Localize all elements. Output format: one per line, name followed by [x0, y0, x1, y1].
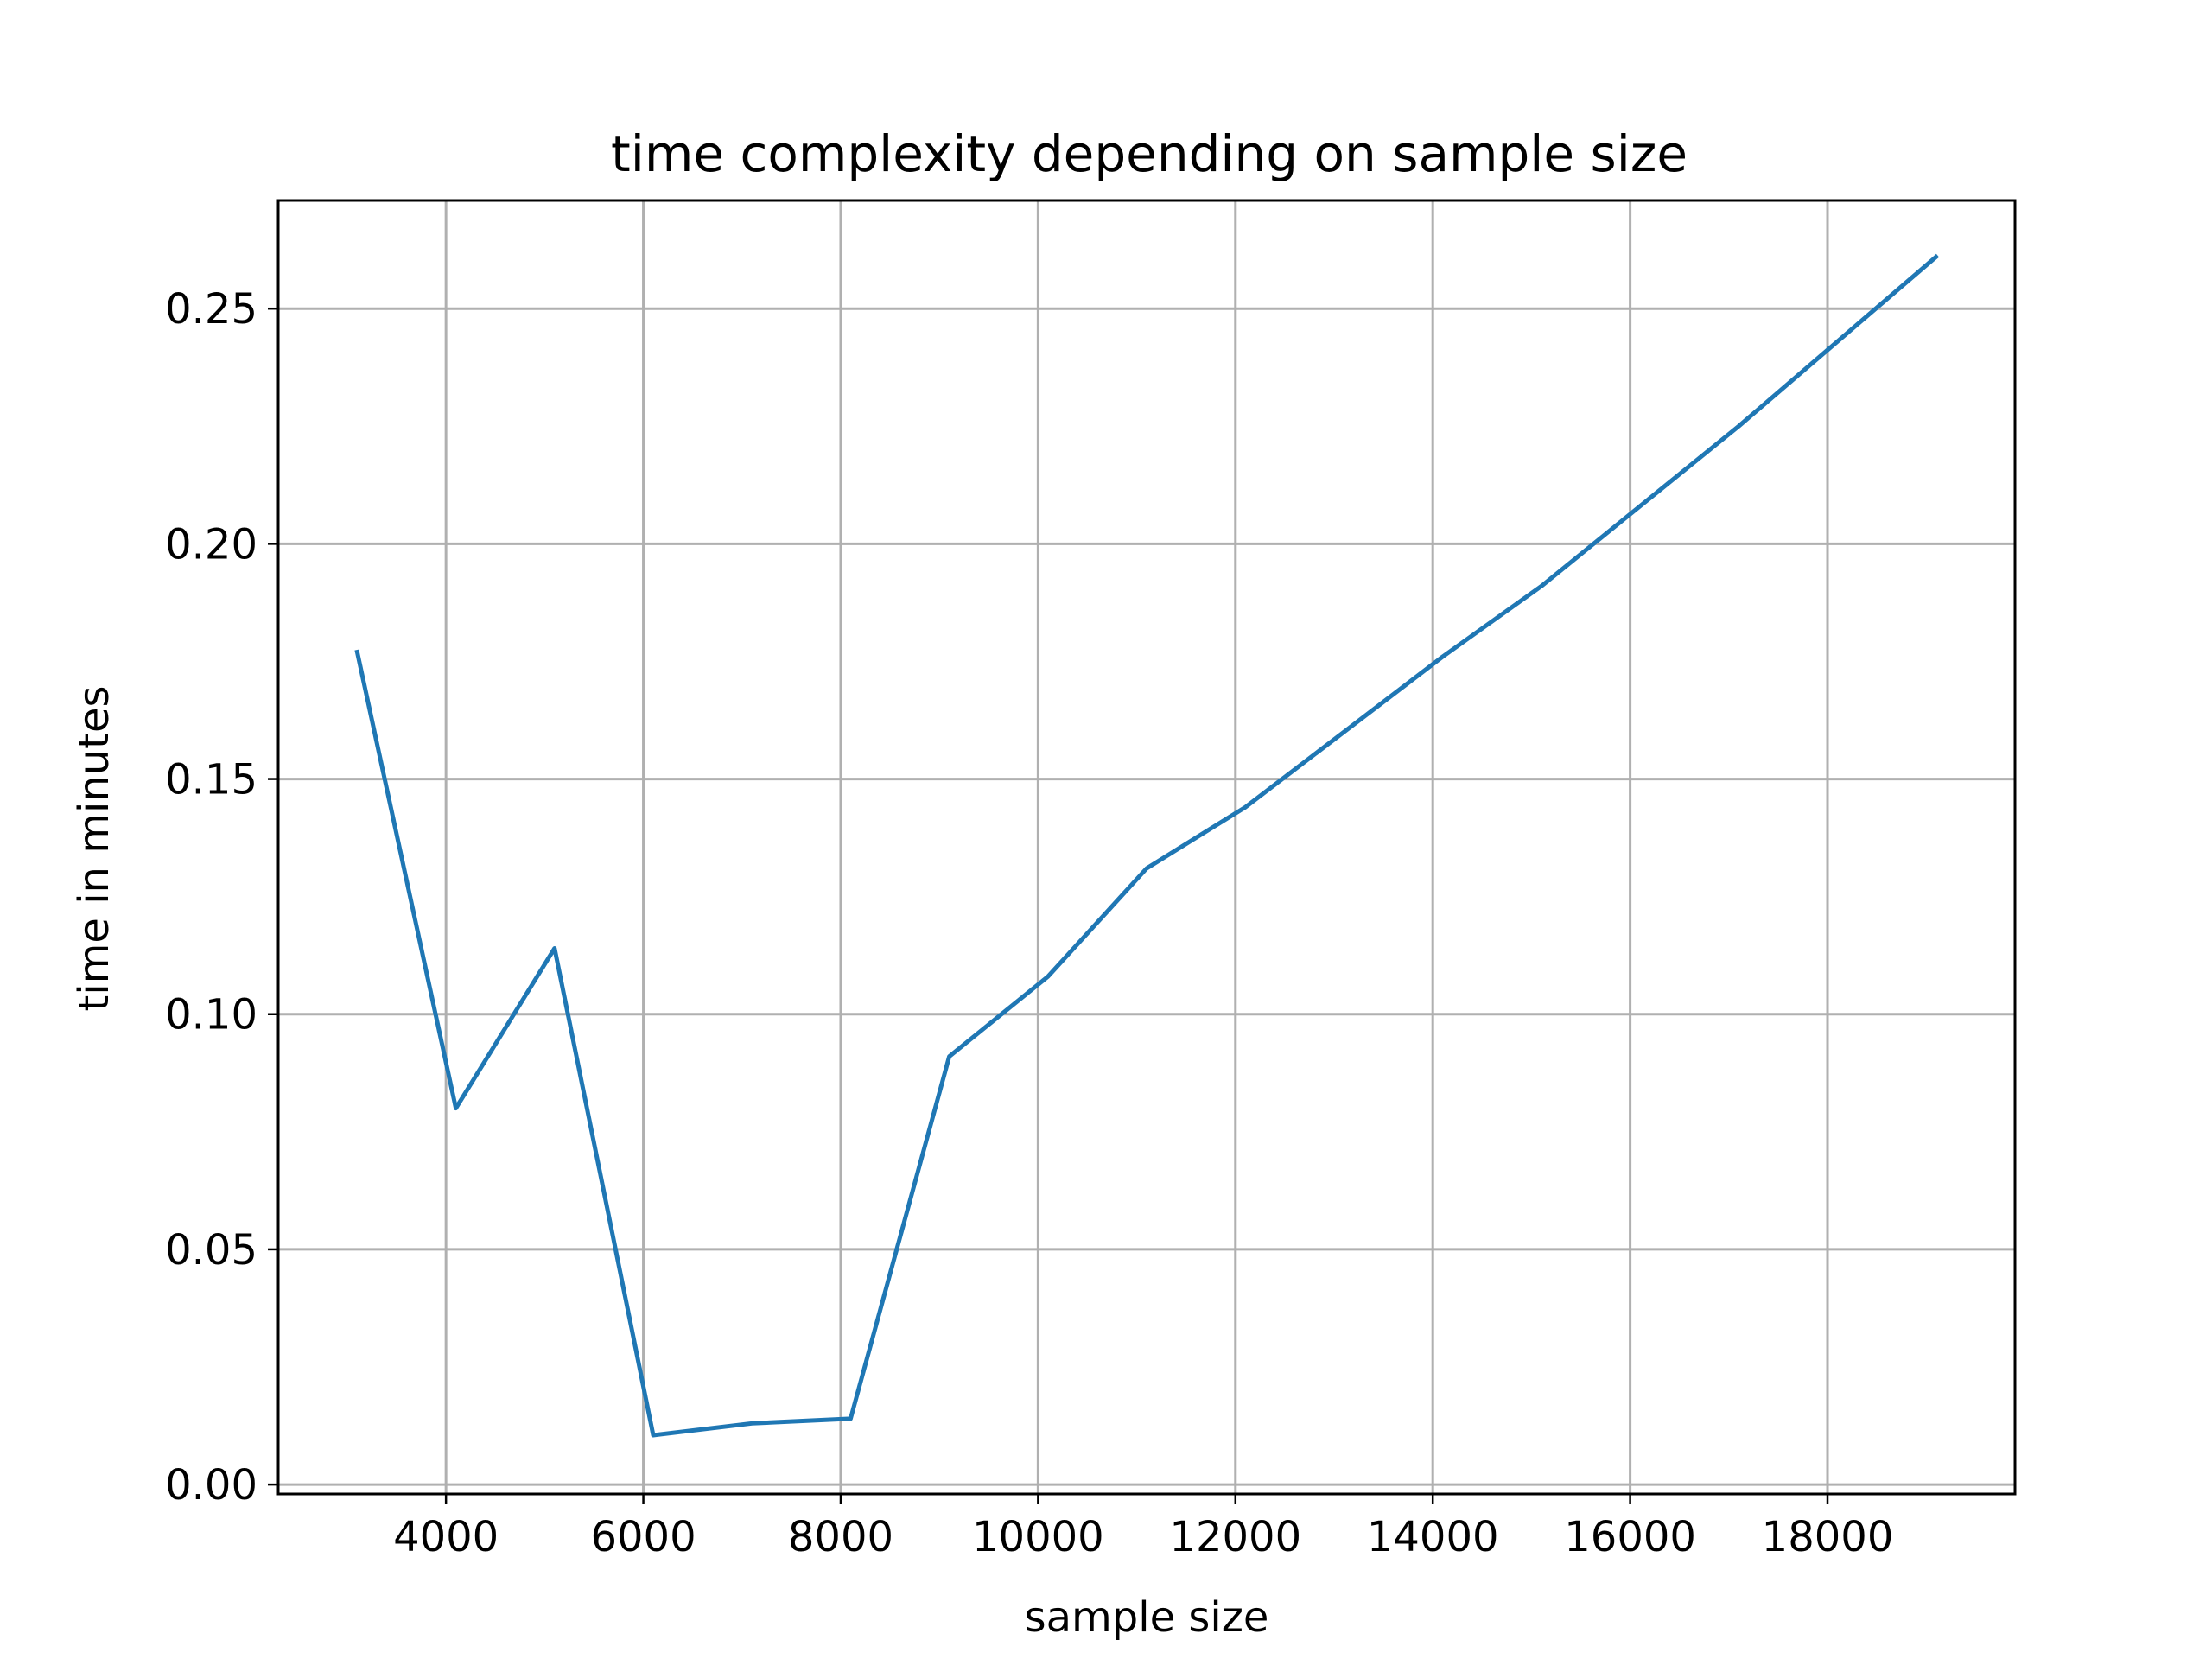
x-tick-label: 4000 — [393, 1513, 499, 1561]
y-tick-label: 0.10 — [165, 991, 257, 1039]
plot-frame — [276, 199, 2017, 1496]
y-tick-label: 0.20 — [165, 520, 257, 569]
x-tick-label: 10000 — [972, 1513, 1104, 1561]
x-tick-label: 16000 — [1564, 1513, 1696, 1561]
chart-title: time complexity depending on sample size — [611, 124, 1688, 183]
y-tick-label: 0.25 — [165, 285, 257, 334]
y-axis-label: time in minutes — [70, 685, 118, 1011]
grid-lines — [278, 200, 2015, 1494]
series-line-0 — [354, 253, 1940, 1438]
x-tick-label: 14000 — [1367, 1513, 1499, 1561]
x-tick-label: 12000 — [1169, 1513, 1301, 1561]
y-tick-label: 0.05 — [165, 1226, 257, 1274]
x-tick-label: 6000 — [590, 1513, 696, 1561]
x-axis-label: sample size — [1025, 1593, 1269, 1642]
series-lines — [354, 253, 1940, 1438]
x-tick-label: 8000 — [788, 1513, 893, 1561]
y-tick-label: 0.15 — [165, 756, 257, 804]
axis-ticks: 4000 6000 8000 10000 12000 14000 16000 18000 0.0… — [165, 285, 1893, 1561]
y-tick-label: 0.00 — [165, 1461, 257, 1510]
x-tick-label: 18000 — [1762, 1513, 1894, 1561]
